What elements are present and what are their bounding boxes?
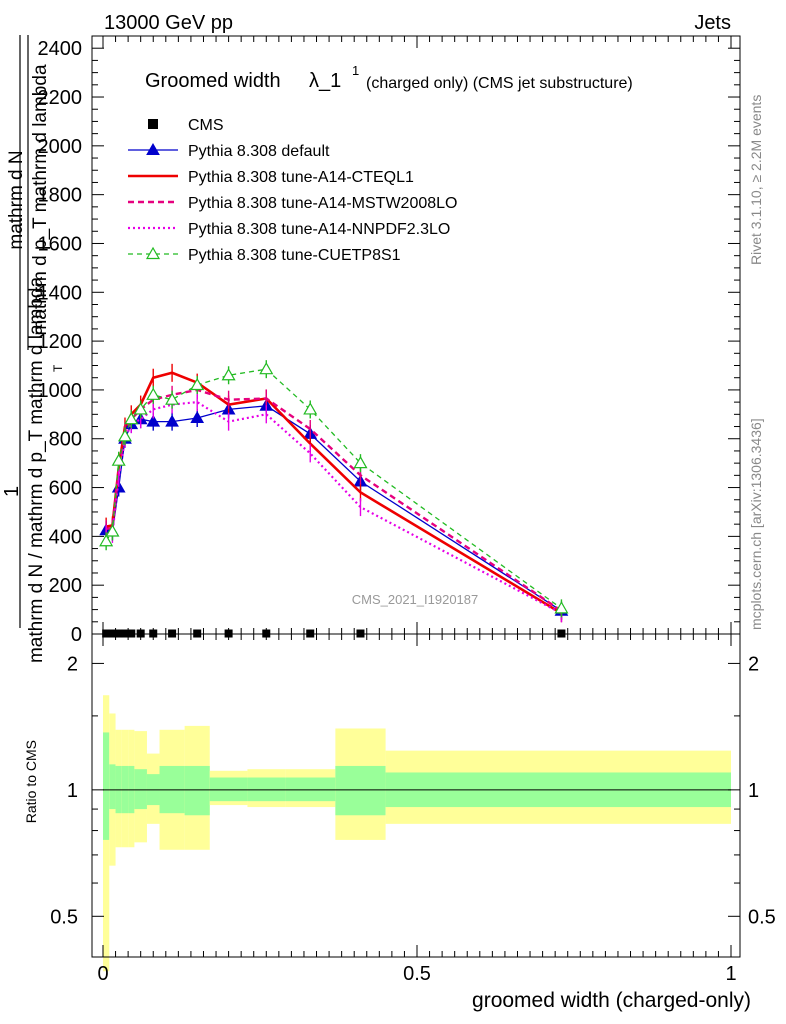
legend-cms-marker	[148, 119, 158, 129]
x-tick-label: 0	[97, 963, 108, 985]
ratio-y-tick-label: 2	[67, 653, 78, 675]
ratio-stat-band	[209, 777, 248, 802]
ratio-y-tick-label: 1	[67, 780, 78, 802]
main-y-tick-label: 800	[49, 429, 82, 451]
main-y-tick-label: 400	[49, 526, 82, 548]
ratio-y-label: Ratio to CMS	[23, 740, 39, 823]
ratio-y-tick-label-right: 1	[748, 780, 759, 802]
series-marker	[146, 387, 161, 400]
series-marker	[303, 402, 318, 415]
main-y-label: 1 mathrm d N mathrm d p_T mathrm d lambd…	[1, 35, 65, 663]
main-y-tick-label: 600	[49, 478, 82, 500]
title-lambda: λ_1	[309, 70, 341, 92]
series-marker	[105, 524, 120, 537]
main-y-tick-label: 1400	[38, 282, 83, 304]
legend: CMS Pythia 8.308 default Pythia 8.308 tune…	[128, 117, 457, 264]
series-marker	[133, 402, 148, 415]
ratio-stat-band	[134, 769, 147, 810]
x-axis-label: groomed width (charged-only)	[472, 989, 751, 1012]
series-marker	[165, 414, 179, 427]
ratio-y-tick-label-right: 2	[748, 653, 759, 675]
mcplots-label: mcplots.cern.ch [arXiv:1306.3436]	[748, 418, 764, 630]
ratio-stat-band	[335, 765, 386, 816]
plot-title: Groomed width λ_1 1 (charged only) (CMS …	[145, 63, 633, 92]
x-axis: 0 0.5 1	[97, 634, 737, 985]
analysis-watermark: CMS_2021_I1920187	[352, 592, 479, 607]
series-marker	[117, 429, 133, 442]
ratio-bands	[103, 695, 731, 972]
main-y-tick-label: 0	[71, 624, 82, 646]
series-marker	[190, 410, 205, 423]
ylabel-pt-subscript: T	[51, 364, 65, 372]
series-marker	[124, 411, 139, 425]
ylabel-fraction-numerator: mathrm d N	[6, 150, 27, 249]
energy-label: 13000 GeV pp	[104, 12, 233, 34]
legend-marker	[146, 142, 160, 155]
x-tick-label: 0.5	[403, 963, 431, 985]
main-y-tick-label: 200	[49, 575, 82, 597]
ratio-plot-frame	[91, 633, 741, 958]
main-y-tick-label: 2400	[38, 38, 83, 60]
ratio-stat-band	[285, 777, 336, 802]
series-marker	[554, 601, 569, 614]
ylabel-one: 1	[1, 486, 23, 497]
main-y-tick-label: 1000	[38, 380, 83, 402]
legend-label: CMS	[188, 117, 224, 134]
series-marker	[146, 414, 161, 427]
main-series-group	[99, 360, 569, 638]
series-line	[105, 368, 562, 609]
main-y-tick-label: 1600	[38, 233, 83, 255]
series-marker	[221, 368, 236, 381]
ratio-stat-band	[247, 777, 286, 802]
ratio-y-axis: 0.5 0.5 1 1 2 2	[50, 653, 776, 928]
series-marker	[111, 453, 126, 466]
ylabel-fraction-denominator: mathrm d p_T mathrm d lambda	[30, 64, 51, 335]
ylabel-full: mathrm d N / mathrm d p_T mathrm d lambd…	[26, 277, 47, 664]
series-line	[105, 371, 563, 615]
main-y-tick-label: 2000	[38, 136, 83, 158]
main-y-tick-label: 1800	[38, 185, 83, 207]
legend-label: Pythia 8.308 tune-A14-NNPDF2.3LO	[188, 221, 450, 238]
legend-marker	[145, 246, 161, 260]
title-superscript: 1	[352, 63, 359, 78]
main-y-tick-label: 1200	[38, 331, 83, 353]
series-marker	[99, 534, 114, 547]
series-line	[105, 405, 562, 612]
ratio-stat-band	[109, 764, 116, 810]
legend-label: Pythia 8.308 tune-CUETP8S1	[188, 247, 401, 264]
ratio-y-tick-label-right: 0.5	[748, 906, 776, 928]
legend-label: Pythia 8.308 tune-A14-MSTW2008LO	[188, 195, 457, 212]
rivet-label: Rivet 3.1.10, ≥ 2.2M events	[748, 95, 764, 265]
legend-label: Pythia 8.308 default	[188, 143, 330, 160]
x-tick-label: 1	[725, 963, 736, 985]
series-marker	[259, 361, 274, 375]
main-y-tick-label: 2200	[38, 87, 83, 109]
main-y-axis: 0 200 400 600 800 1000 1200 1400 1600 1800 2000 220…	[38, 36, 740, 646]
ratio-stat-band	[184, 765, 210, 816]
series-marker	[190, 377, 205, 391]
ratio-y-tick-label: 0.5	[50, 906, 78, 928]
jets-label: Jets	[694, 12, 731, 34]
series-marker	[165, 392, 180, 405]
title-main: Groomed width	[145, 70, 281, 92]
title-rest: (charged only) (CMS jet substructure)	[366, 75, 633, 92]
series-marker	[353, 455, 368, 469]
legend-label: Pythia 8.308 tune-A14-CTEQL1	[188, 169, 414, 186]
ratio-stat-band	[103, 732, 110, 840]
